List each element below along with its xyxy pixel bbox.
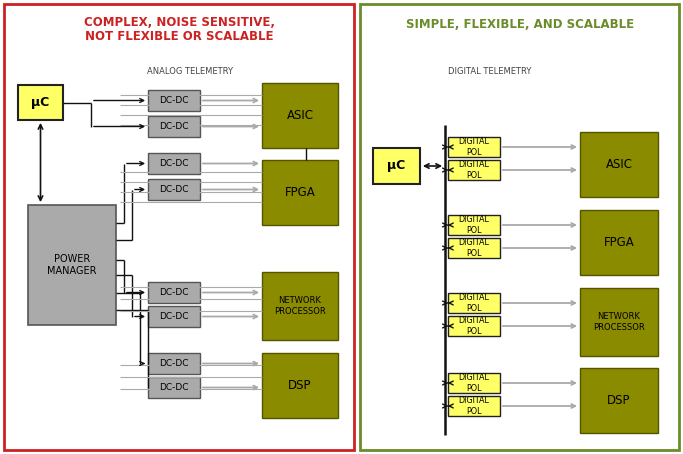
Bar — [28, 205, 116, 325]
Text: DIGITAL
POL: DIGITAL POL — [458, 373, 490, 393]
Bar — [448, 238, 500, 258]
Bar — [262, 272, 338, 340]
Text: ANALOG TELEMETRY: ANALOG TELEMETRY — [147, 68, 233, 77]
Bar — [148, 90, 200, 111]
Bar — [148, 153, 200, 174]
Bar — [448, 316, 500, 336]
Bar — [262, 83, 338, 148]
Text: DC-DC: DC-DC — [159, 96, 189, 105]
Bar — [448, 396, 500, 416]
Bar — [580, 210, 658, 275]
Text: DIGITAL
POL: DIGITAL POL — [458, 160, 490, 180]
Bar — [262, 353, 338, 418]
Bar — [360, 4, 679, 450]
Text: NETWORK
PROCESSOR: NETWORK PROCESSOR — [593, 312, 645, 332]
Bar — [4, 4, 354, 450]
Bar — [148, 116, 200, 137]
Text: DIGITAL
POL: DIGITAL POL — [458, 396, 490, 416]
Text: FPGA: FPGA — [604, 236, 635, 249]
Bar — [148, 353, 200, 374]
Text: POWER
MANAGER: POWER MANAGER — [47, 254, 97, 276]
Bar — [448, 137, 500, 157]
Bar — [18, 85, 63, 120]
Text: ASIC: ASIC — [606, 158, 632, 171]
Text: DSP: DSP — [607, 394, 630, 407]
Text: FPGA: FPGA — [285, 186, 316, 199]
Bar — [580, 368, 658, 433]
Text: DC-DC: DC-DC — [159, 122, 189, 131]
Text: DIGITAL
POL: DIGITAL POL — [458, 316, 490, 336]
Bar — [148, 306, 200, 327]
Text: NOT FLEXIBLE OR SCALABLE: NOT FLEXIBLE OR SCALABLE — [85, 30, 273, 43]
Bar — [448, 215, 500, 235]
Bar — [262, 160, 338, 225]
Bar — [148, 179, 200, 200]
Bar — [580, 132, 658, 197]
Text: DSP: DSP — [288, 379, 311, 392]
Bar — [580, 288, 658, 356]
Text: DIGITAL TELEMETRY: DIGITAL TELEMETRY — [448, 68, 531, 77]
Text: μC: μC — [387, 159, 406, 173]
Text: DC-DC: DC-DC — [159, 288, 189, 297]
Bar — [448, 160, 500, 180]
Text: DIGITAL
POL: DIGITAL POL — [458, 293, 490, 313]
Text: DIGITAL
POL: DIGITAL POL — [458, 137, 490, 157]
Text: COMPLEX, NOISE SENSITIVE,: COMPLEX, NOISE SENSITIVE, — [83, 15, 275, 29]
Text: DC-DC: DC-DC — [159, 359, 189, 368]
Bar — [148, 377, 200, 398]
Text: NETWORK
PROCESSOR: NETWORK PROCESSOR — [274, 296, 326, 316]
Text: μC: μC — [31, 96, 50, 109]
Text: DC-DC: DC-DC — [159, 185, 189, 194]
Bar — [448, 373, 500, 393]
Text: DC-DC: DC-DC — [159, 312, 189, 321]
Text: DC-DC: DC-DC — [159, 383, 189, 392]
Text: DIGITAL
POL: DIGITAL POL — [458, 238, 490, 258]
Bar — [148, 282, 200, 303]
Text: ASIC: ASIC — [286, 109, 313, 122]
Bar — [373, 148, 420, 184]
Text: DC-DC: DC-DC — [159, 159, 189, 168]
Bar — [448, 293, 500, 313]
Text: SIMPLE, FLEXIBLE, AND SCALABLE: SIMPLE, FLEXIBLE, AND SCALABLE — [406, 19, 634, 31]
Text: DIGITAL
POL: DIGITAL POL — [458, 215, 490, 235]
